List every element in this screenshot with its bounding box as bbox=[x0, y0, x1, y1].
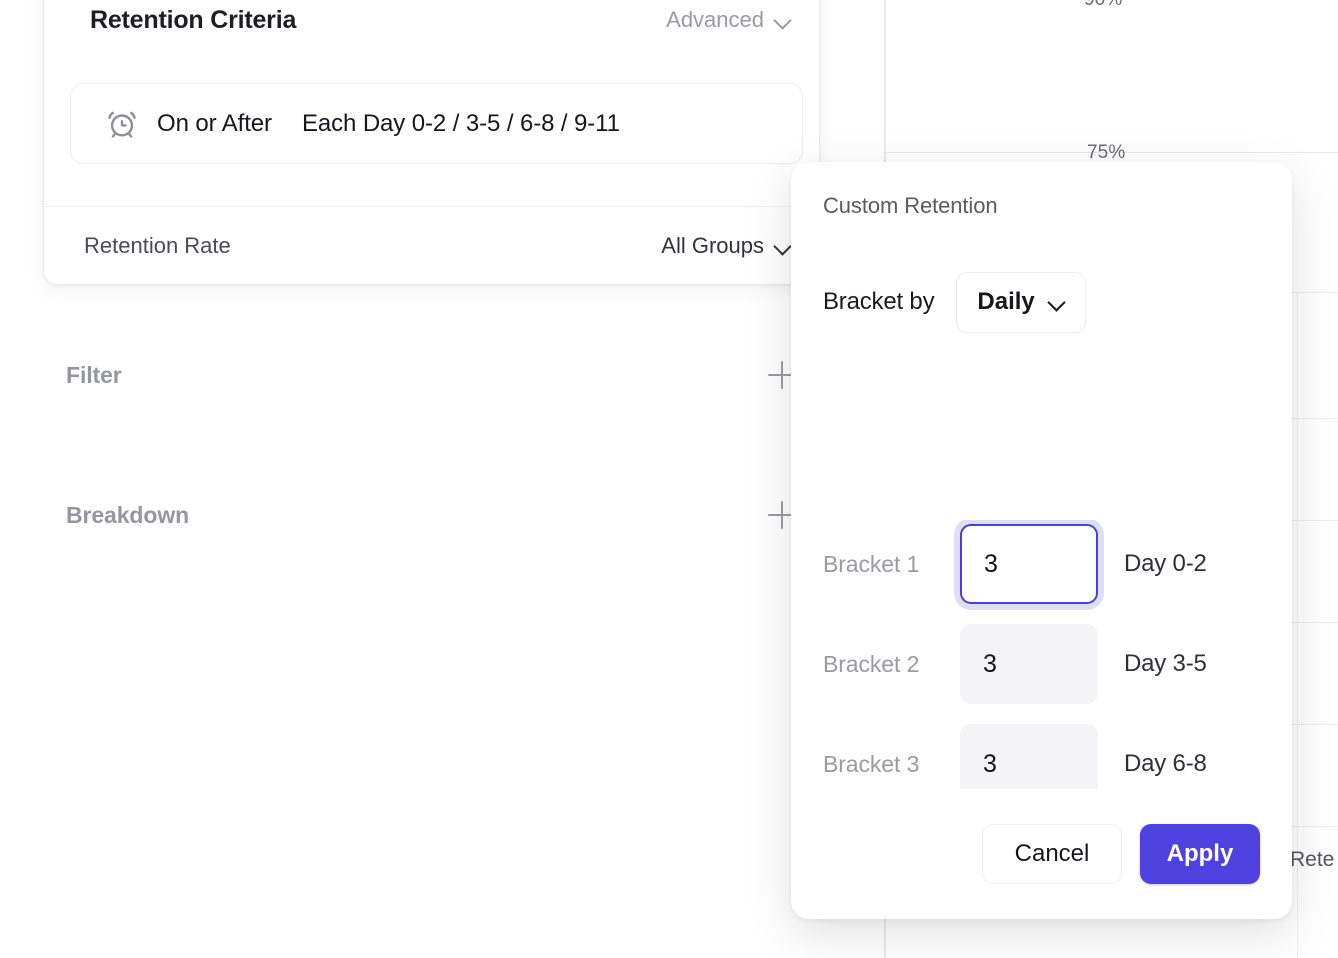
popover-title: Custom Retention bbox=[823, 193, 998, 218]
cancel-button[interactable]: Cancel bbox=[982, 824, 1122, 884]
bracket-range-label: Day 0-2 bbox=[1124, 550, 1207, 577]
alarm-clock-icon bbox=[105, 107, 139, 141]
custom-retention-popover: Custom Retention Bracket by Daily Bracke… bbox=[791, 162, 1292, 919]
bracket-label: Bracket 3 bbox=[823, 750, 920, 777]
filter-section: Filter bbox=[66, 360, 796, 390]
page-title: Retention Criteria bbox=[90, 5, 297, 34]
retention-rate-label: Retention Rate bbox=[84, 233, 231, 258]
bracket-value-input[interactable]: 3 bbox=[960, 624, 1098, 704]
bracket-range-label: Day 3-5 bbox=[1124, 650, 1207, 677]
bracket-label: Bracket 2 bbox=[823, 650, 920, 677]
add-filter-plus-icon[interactable] bbox=[768, 361, 796, 389]
bracket-by-select[interactable]: Daily bbox=[956, 271, 1086, 333]
apply-button[interactable]: Apply bbox=[1140, 824, 1260, 884]
chevron-down-icon bbox=[1049, 294, 1065, 310]
bracket-row: Bracket 1 3 Day 0-2 bbox=[823, 524, 1263, 604]
bracket-row: Bracket 2 3 Day 3-5 bbox=[823, 624, 1263, 704]
add-breakdown-plus-icon[interactable] bbox=[768, 501, 796, 529]
popover-footer: Cancel Apply bbox=[791, 789, 1292, 919]
retention-criteria-pill[interactable]: On or After Each Day 0-2 / 3-5 / 6-8 / 9… bbox=[70, 83, 803, 164]
chevron-down-icon bbox=[775, 238, 791, 254]
criteria-value: Each Day 0-2 / 3-5 / 6-8 / 9-11 bbox=[301, 109, 620, 137]
advanced-dropdown[interactable]: Advanced bbox=[666, 7, 791, 33]
bracket-label: Bracket 1 bbox=[823, 550, 920, 577]
all-groups-dropdown[interactable]: All Groups bbox=[661, 233, 791, 259]
retention-rate-row: Retention Rate All Groups bbox=[44, 206, 819, 286]
card-header: Retention Criteria Advanced bbox=[44, 1, 819, 39]
chevron-down-icon bbox=[775, 12, 791, 28]
chart-y-tick-75: 75% bbox=[1087, 142, 1126, 163]
bracket-by-label: Bracket by bbox=[823, 288, 935, 315]
breakdown-section-label: Breakdown bbox=[66, 501, 190, 528]
retention-criteria-card: Retention Criteria Advanced On or After … bbox=[43, 0, 820, 285]
bracket-value-input[interactable]: 3 bbox=[960, 524, 1098, 604]
breakdown-section: Breakdown bbox=[66, 500, 796, 530]
bracket-range-label: Day 6-8 bbox=[1124, 750, 1207, 777]
card-divider bbox=[44, 206, 819, 207]
all-groups-dropdown-label: All Groups bbox=[661, 233, 764, 258]
filter-section-label: Filter bbox=[66, 361, 122, 388]
bracket-by-selected-value: Daily bbox=[977, 288, 1035, 315]
chart-gridline bbox=[884, 152, 1338, 153]
chart-y-tick-top: 90% bbox=[1084, 0, 1122, 11]
chart-column-divider bbox=[1297, 292, 1298, 958]
advanced-dropdown-label: Advanced bbox=[666, 7, 764, 32]
bracket-by-row: Bracket by Daily bbox=[823, 271, 1086, 333]
criteria-operator: On or After bbox=[157, 109, 272, 137]
chart-table-label: Rete bbox=[1290, 848, 1335, 871]
